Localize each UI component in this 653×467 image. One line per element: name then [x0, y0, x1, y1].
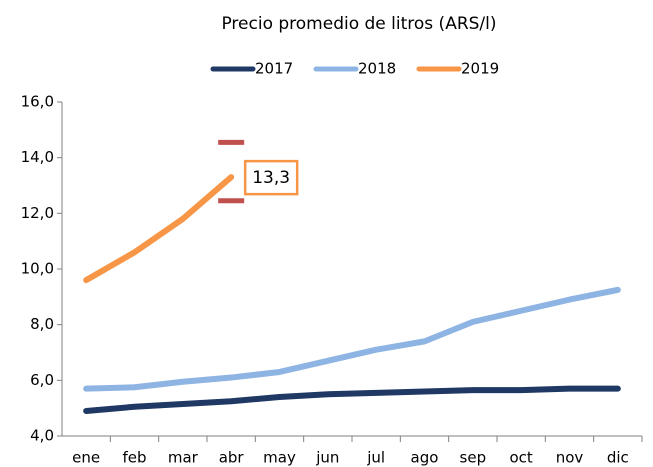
data-label: 13,3: [252, 168, 290, 188]
x-tick-label: mar: [168, 449, 199, 467]
x-tick-label: feb: [122, 449, 146, 467]
y-tick-label: 14,0: [21, 148, 54, 166]
data-label-box: [243, 159, 299, 196]
x-tick-label: ago: [411, 449, 439, 467]
series-line: [83, 385, 621, 414]
x-tick-label: sep: [460, 449, 487, 467]
y-tick-label: 4,0: [30, 427, 54, 445]
y-tick-label: 12,0: [21, 204, 54, 222]
y-tick-label: 16,0: [21, 93, 54, 111]
legend-label: 2018: [358, 60, 396, 78]
x-tick-label: ene: [72, 449, 100, 467]
series-line: [83, 286, 621, 392]
chart-title: Precio promedio de litros (ARS/l): [221, 14, 496, 34]
x-tick-label: oct: [510, 449, 533, 467]
x-tick-label: abr: [219, 449, 245, 467]
y-tick-label: 8,0: [30, 315, 54, 333]
legend-label: 2019: [461, 60, 499, 78]
x-tick-label: jun: [315, 449, 339, 467]
y-tick-label: 6,0: [30, 371, 54, 389]
x-tick-label: nov: [556, 449, 584, 467]
y-tick-label: 10,0: [21, 260, 54, 278]
series-line: [83, 174, 235, 284]
x-tick-label: may: [263, 449, 296, 467]
legend-label: 2017: [255, 60, 293, 78]
x-tick-label: jul: [366, 449, 385, 467]
x-tick-label: dic: [607, 449, 629, 467]
